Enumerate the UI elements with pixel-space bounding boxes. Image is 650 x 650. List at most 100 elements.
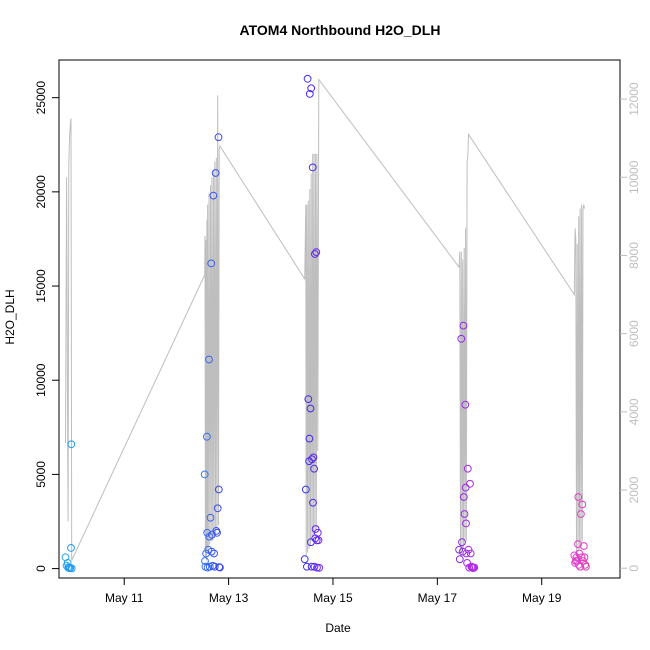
- data-point: [216, 563, 224, 572]
- data-point: [308, 163, 317, 172]
- data-point: [577, 553, 586, 562]
- data-point: [311, 525, 320, 533]
- data-point: [458, 538, 466, 547]
- data-point: [455, 545, 464, 554]
- left-axis: 0 5000 10000 15000 20000 25000: [34, 81, 59, 572]
- x-axis-label: Date: [325, 621, 351, 635]
- right-axis: 0 2000 4000 6000 8000 10000 12000: [620, 82, 641, 572]
- x-tick-label: May 15: [313, 591, 353, 605]
- y-right-tick-label: 0: [627, 565, 641, 572]
- data-point: [582, 562, 590, 571]
- y-right-tick-label: 6000: [627, 320, 641, 347]
- data-point: [315, 563, 324, 572]
- data-point: [464, 545, 473, 554]
- data-point: [310, 464, 319, 473]
- data-point: [461, 483, 470, 492]
- data-point: [301, 485, 310, 494]
- y-right-tick-label: 8000: [627, 242, 641, 269]
- data-point: [67, 544, 75, 552]
- y-right-tick-label: 4000: [627, 398, 641, 425]
- data-point: [63, 559, 72, 567]
- y-tick-label: 10000: [34, 363, 48, 397]
- data-point: [309, 498, 317, 507]
- data-point: [466, 549, 475, 558]
- data-point: [314, 536, 323, 545]
- data-point: [303, 74, 312, 83]
- data-point: [461, 400, 470, 409]
- data-point: [213, 528, 221, 537]
- data-point: [306, 404, 315, 413]
- x-tick-label: May 19: [522, 591, 562, 605]
- data-point: [202, 549, 211, 558]
- data-point: [208, 530, 216, 539]
- data-point: [309, 453, 318, 462]
- x-tick-label: May 13: [209, 591, 249, 605]
- data-point: [67, 564, 76, 573]
- scatter-series: [61, 74, 590, 573]
- data-point: [305, 434, 314, 443]
- data-point: [470, 563, 479, 572]
- series-line: [65, 78, 585, 561]
- data-point: [203, 432, 211, 441]
- data-point: [462, 519, 470, 528]
- data-point: [578, 500, 587, 509]
- data-point: [209, 191, 218, 200]
- line-series: [65, 78, 585, 561]
- y-axis-label: H2O_DLH: [3, 289, 17, 344]
- x-tick-label: May 11: [105, 591, 144, 605]
- data-point: [214, 133, 223, 142]
- data-point: [307, 538, 315, 547]
- y-right-tick-label: 10000: [627, 160, 641, 194]
- data-point: [305, 90, 314, 98]
- data-point: [210, 562, 219, 571]
- data-point: [213, 504, 222, 513]
- data-point: [579, 542, 588, 550]
- data-point: [67, 440, 76, 449]
- data-point: [207, 547, 216, 556]
- data-point: [459, 321, 468, 330]
- y-tick-label: 20000: [34, 175, 48, 209]
- y-tick-label: 25000: [34, 81, 48, 115]
- y-right-tick-label: 12000: [627, 82, 641, 116]
- data-point: [307, 84, 316, 93]
- data-point: [205, 532, 214, 541]
- y-tick-label: 0: [34, 565, 48, 572]
- data-point: [205, 355, 213, 364]
- y-tick-label: 5000: [34, 461, 48, 488]
- data-point: [311, 250, 319, 258]
- x-tick-label: May 17: [418, 591, 458, 605]
- data-point: [201, 557, 209, 565]
- data-point: [203, 528, 212, 537]
- data-point: [211, 169, 220, 177]
- bottom-axis: May 11 May 13 May 15 May 17 May 19: [105, 578, 562, 605]
- data-point: [459, 493, 468, 501]
- data-point: [200, 470, 209, 479]
- plot-frame: [58, 59, 621, 579]
- data-point: [206, 513, 215, 522]
- data-point: [463, 464, 472, 473]
- y-tick-label: 15000: [34, 269, 48, 303]
- data-point: [303, 562, 311, 571]
- data-point: [214, 485, 223, 494]
- data-point: [462, 549, 471, 558]
- data-point: [312, 248, 321, 257]
- data-point: [207, 259, 216, 268]
- data-point: [304, 395, 313, 404]
- data-point: [455, 555, 464, 564]
- data-point: [210, 549, 219, 558]
- data-point: [463, 559, 472, 567]
- data-point: [580, 553, 589, 562]
- data-point: [457, 334, 466, 343]
- data-point: [308, 455, 316, 464]
- data-point: [577, 510, 585, 518]
- data-point: [466, 479, 474, 488]
- data-point: [313, 528, 322, 537]
- data-point: [574, 540, 582, 548]
- data-point: [575, 549, 584, 558]
- data-point: [460, 510, 469, 518]
- data-point: [307, 562, 316, 571]
- data-point: [574, 493, 583, 501]
- data-point: [300, 555, 309, 564]
- chart-title: ATOM4 Northbound H2O_DLH: [240, 22, 441, 38]
